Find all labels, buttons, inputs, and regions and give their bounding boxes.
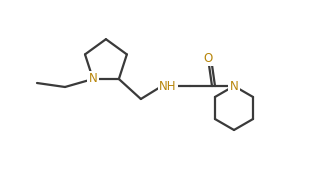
Text: NH: NH <box>159 80 177 93</box>
Text: N: N <box>89 73 97 85</box>
Text: N: N <box>230 80 238 93</box>
Text: O: O <box>203 52 212 65</box>
